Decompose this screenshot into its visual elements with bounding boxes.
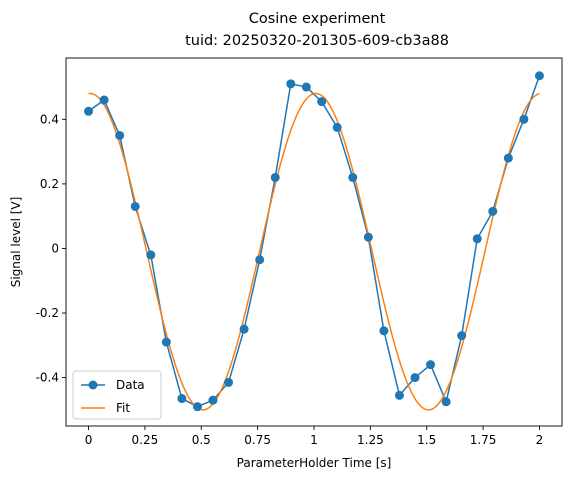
data-point xyxy=(519,114,529,124)
y-tick-label: -0.2 xyxy=(36,306,59,320)
x-tick-label: 0 xyxy=(85,433,93,447)
data-point xyxy=(224,377,234,387)
data-point xyxy=(472,234,482,244)
data-point xyxy=(301,82,311,92)
data-point xyxy=(457,331,467,341)
y-tick-label: -0.4 xyxy=(36,371,59,385)
data-point xyxy=(363,232,373,242)
legend-data-marker xyxy=(88,380,98,390)
x-tick-label: 1.75 xyxy=(470,433,497,447)
y-axis-label: Signal level [V] xyxy=(9,197,23,288)
data-point xyxy=(332,122,342,132)
data-point xyxy=(270,172,280,182)
y-tick-label: 0.4 xyxy=(40,112,59,126)
data-point xyxy=(115,130,125,140)
data-point xyxy=(286,79,296,89)
x-tick-label: 0.5 xyxy=(192,433,211,447)
data-point xyxy=(426,360,436,370)
data-point xyxy=(99,95,109,105)
chart-title: Cosine experiment xyxy=(249,11,386,27)
x-axis: 0 0.25 0.5 0.75 1 1.25 1.5 1.75 2 xyxy=(85,426,544,447)
x-tick-label: 0.75 xyxy=(244,433,271,447)
data-point xyxy=(84,106,94,116)
data-point xyxy=(161,337,171,347)
data-point xyxy=(177,394,187,404)
data-point xyxy=(379,326,389,336)
x-axis-label: ParameterHolder Time [s] xyxy=(237,456,392,470)
data-point xyxy=(192,402,202,412)
data-point xyxy=(441,397,451,407)
y-axis: -0.4 -0.2 0 0.2 0.4 xyxy=(36,112,66,385)
data-point xyxy=(348,172,358,182)
data-point xyxy=(208,395,218,405)
data-point xyxy=(394,390,404,400)
legend-data-label: Data xyxy=(116,378,145,392)
data-point xyxy=(130,201,140,211)
plot-area xyxy=(84,71,544,412)
data-point xyxy=(534,71,544,81)
y-tick-label: 0.2 xyxy=(40,177,59,191)
x-tick-label: 1.5 xyxy=(417,433,436,447)
legend-fit-label: Fit xyxy=(116,401,130,415)
fit-series-line xyxy=(88,92,540,411)
legend: Data Fit xyxy=(72,370,162,420)
data-point xyxy=(255,255,265,265)
x-tick-label: 2 xyxy=(536,433,544,447)
data-point xyxy=(239,324,249,334)
data-point xyxy=(488,206,498,216)
x-tick-label: 1 xyxy=(310,433,318,447)
data-point xyxy=(317,97,327,107)
data-point xyxy=(146,250,156,260)
x-tick-label: 0.25 xyxy=(132,433,159,447)
data-point xyxy=(410,373,420,383)
data-point xyxy=(503,153,513,163)
data-series-line xyxy=(88,75,541,408)
chart-subtitle: tuid: 20250320-201305-609-cb3a88 xyxy=(185,33,449,49)
y-tick-label: 0 xyxy=(51,241,59,255)
x-tick-label: 1.25 xyxy=(357,433,384,447)
